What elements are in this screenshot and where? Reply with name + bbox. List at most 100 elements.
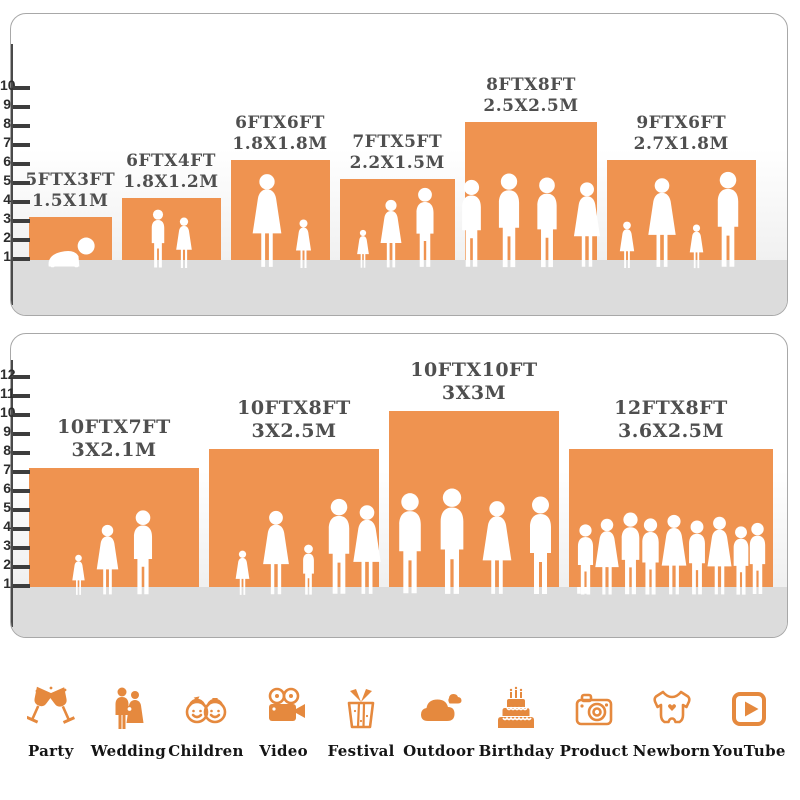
woman-silhouette — [262, 510, 289, 595]
woman-silhouette — [380, 199, 402, 268]
tick-dash — [13, 219, 30, 223]
backdrop-bar-group: 5FTX3FT 1.5X1M — [25, 170, 115, 268]
girl-silhouette — [620, 221, 635, 268]
people-silhouettes — [462, 173, 601, 269]
size-meters: 1.8X1.2M — [123, 171, 219, 192]
tick-number: 10 — [0, 404, 16, 420]
backdrop-bar-group: 10FTX10FT 3X3M — [352, 358, 596, 594]
tick-number: 3 — [3, 537, 11, 553]
man-silhouette — [577, 524, 593, 595]
size-meters: 1.5X1M — [32, 190, 109, 211]
category-label: Festival — [327, 742, 395, 760]
woman-silhouette — [96, 524, 119, 595]
girl-silhouette — [235, 550, 249, 595]
size-feet: 9FTX6FT — [636, 112, 727, 133]
backdrop-size-label: 6FTX6FT 1.8X1.8M — [232, 113, 327, 156]
size-meters: 3X3M — [441, 382, 507, 405]
size-feet: 10FTX10FT — [410, 358, 538, 381]
people-silhouettes — [352, 488, 596, 596]
man-silhouette — [641, 518, 659, 595]
backdrop-bar-group: 9FTX6FT 2.7X1.8M — [607, 112, 756, 269]
backdrop-bar — [607, 160, 756, 269]
tick-number: 9 — [3, 423, 11, 439]
backdrop-bar — [29, 217, 112, 268]
people-silhouettes — [607, 171, 756, 269]
people-silhouettes — [209, 498, 379, 596]
bar-row: 5FTX3FT 1.5X1M 6FTX4FT 1.8X1.2M 6FTX6FT 1.8… — [25, 75, 781, 269]
backdrop-size-label: 5FTX3FT 1.5X1M — [25, 170, 115, 213]
tick-dash — [13, 200, 30, 204]
bar-row: 10FTX7FT 3X2.1M 10FTX8FT 3X2.5M 10FTX10FT 3… — [29, 358, 781, 595]
man-silhouette — [537, 177, 557, 268]
woman-silhouette — [573, 182, 601, 267]
tick-dash — [13, 257, 30, 261]
woman-silhouette — [594, 518, 619, 595]
backdrop-size-label: 8FTX8FT 2.5X2.5M — [483, 75, 578, 118]
tick-dash — [13, 508, 30, 512]
axis-tick: 11 — [0, 384, 30, 402]
category-label: Wedding — [90, 742, 167, 760]
category-label: Video — [259, 742, 308, 760]
size-feet: 10FTX8FT — [237, 396, 351, 419]
tick-dash — [13, 584, 30, 588]
category-youtube: YouTube — [710, 652, 788, 760]
tick-dash — [13, 181, 30, 185]
boy-silhouette — [151, 209, 164, 268]
woman-silhouette — [707, 516, 731, 595]
axis-tick: 9 — [0, 422, 30, 440]
tick-dash — [13, 432, 30, 436]
girl-silhouette — [175, 217, 192, 268]
people-silhouettes — [29, 235, 112, 269]
floor-strip — [11, 587, 787, 637]
woman-silhouette — [648, 178, 676, 267]
floor-strip — [11, 260, 787, 315]
category-outdoor: Outdoor — [400, 652, 478, 760]
category-label: Outdoor — [403, 742, 475, 760]
tick-dash — [13, 451, 30, 455]
axis-tick: 5 — [0, 498, 30, 516]
backdrop-size-label: 7FTX5FT 2.2X1.5M — [350, 132, 445, 175]
gift-box-icon — [337, 685, 385, 733]
photo-camera-icon — [570, 685, 618, 733]
size-meters: 3X2.5M — [251, 420, 337, 443]
girl-silhouette — [296, 219, 311, 268]
backdrop-size-label: 6FTX4FT 1.8X1.2M — [123, 151, 218, 194]
man-silhouette — [749, 522, 765, 595]
axis-tick: 9 — [0, 95, 30, 113]
size-meters: 1.8X1.8M — [232, 133, 328, 154]
people-silhouettes — [569, 512, 773, 596]
tick-dash — [13, 375, 30, 379]
tick-number: 9 — [3, 96, 11, 112]
axis-tick: 3 — [0, 536, 30, 554]
backdrop-bar — [209, 449, 379, 595]
category-party: Party — [12, 652, 90, 760]
backdrop-bar — [569, 449, 773, 595]
backdrop-bar-group: 12FTX8FT 3.6X2.5M — [569, 397, 773, 595]
size-meters: 2.7X1.8M — [633, 133, 729, 154]
category-product: Product — [555, 652, 633, 760]
category-label: Children — [168, 742, 244, 760]
girl-silhouette — [72, 554, 85, 595]
man-silhouette — [416, 187, 434, 267]
man-silhouette — [621, 512, 639, 595]
baby-onesie-icon — [648, 685, 696, 733]
backdrop-size-label: 10FTX7FT 3X2.1M — [57, 416, 171, 464]
axis-tick: 8 — [0, 114, 30, 132]
man-silhouette — [733, 526, 748, 595]
tick-number: 11 — [0, 385, 15, 401]
axis-tick: 1 — [0, 574, 30, 592]
backdrop-bar-group: 6FTX4FT 1.8X1.2M — [121, 151, 221, 268]
party-glasses-icon — [26, 685, 75, 733]
people-silhouettes — [231, 173, 330, 269]
size-meters: 2.2X1.5M — [349, 152, 445, 173]
tick-number: 4 — [3, 518, 11, 534]
tick-number: 6 — [3, 153, 11, 169]
category-label: Product — [559, 742, 629, 760]
category-label: Party — [27, 742, 74, 760]
size-feet: 6FTX6FT — [235, 112, 325, 133]
man-silhouette — [398, 493, 421, 594]
tick-dash — [13, 86, 30, 90]
category-newborn: Newborn — [633, 652, 711, 760]
axis-tick: 10 — [0, 403, 30, 421]
